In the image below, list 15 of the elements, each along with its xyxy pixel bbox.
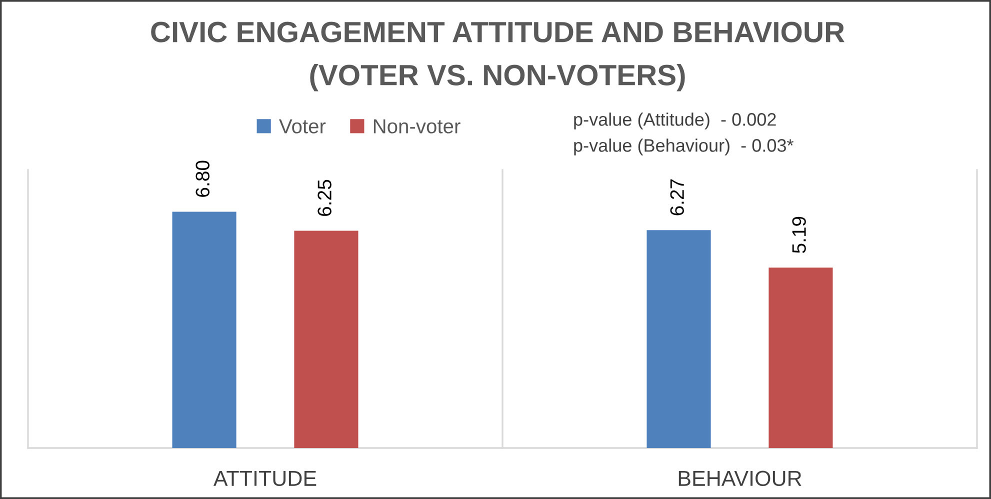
bar xyxy=(768,268,833,448)
bar xyxy=(646,230,711,448)
data-label: 6.25 xyxy=(318,180,332,216)
legend-label: Voter xyxy=(279,119,326,134)
bar xyxy=(172,212,236,448)
text: p-value (Behaviour) - 0.03* xyxy=(574,138,794,156)
data-label: 6.80 xyxy=(196,160,210,197)
bar xyxy=(294,230,358,448)
data-label: 6.27 xyxy=(670,179,684,216)
x-tick-label: BEHAVIOUR xyxy=(678,470,802,486)
data-label: 5.19 xyxy=(792,216,806,253)
chart-title: CIVIC ENGAGEMENT ATTITUDE AND BEHAVIOUR (VOTER VS. NON-VOTERS) xyxy=(151,22,844,92)
text: p-value (Attitude) - 0.002 xyxy=(574,112,776,130)
legend-label: Non-voter xyxy=(374,119,460,134)
x-tick-label: ATTITUDE xyxy=(213,471,316,486)
